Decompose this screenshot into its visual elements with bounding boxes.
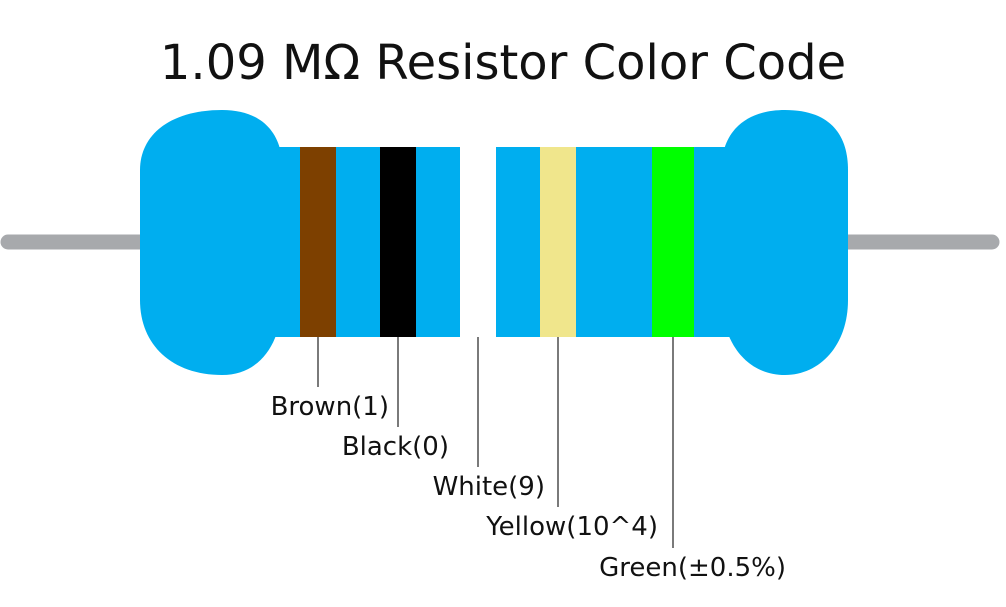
page-title: 1.09 MΩ Resistor Color Code: [160, 35, 846, 91]
resistor-right-cap: [722, 110, 848, 375]
band-yellow: [540, 147, 576, 337]
band-green: [652, 147, 694, 337]
band-label-black: Black(0): [342, 432, 449, 462]
resistor-body: [140, 110, 848, 375]
band-label-brown: Brown(1): [271, 392, 389, 422]
band-brown: [300, 147, 336, 337]
band-label-green: Green(±0.5%): [599, 553, 786, 583]
resistor-left-cap: [140, 110, 282, 375]
band-labels: Brown(1) Black(0) White(9) Yellow(10^4) Gree…: [271, 392, 786, 583]
band-black: [380, 147, 416, 337]
band-label-white: White(9): [433, 472, 545, 502]
color-bands: [300, 147, 694, 337]
band-label-yellow: Yellow(10^4): [485, 512, 658, 542]
band-leader-lines: [317, 337, 674, 548]
band-white: [460, 147, 496, 337]
